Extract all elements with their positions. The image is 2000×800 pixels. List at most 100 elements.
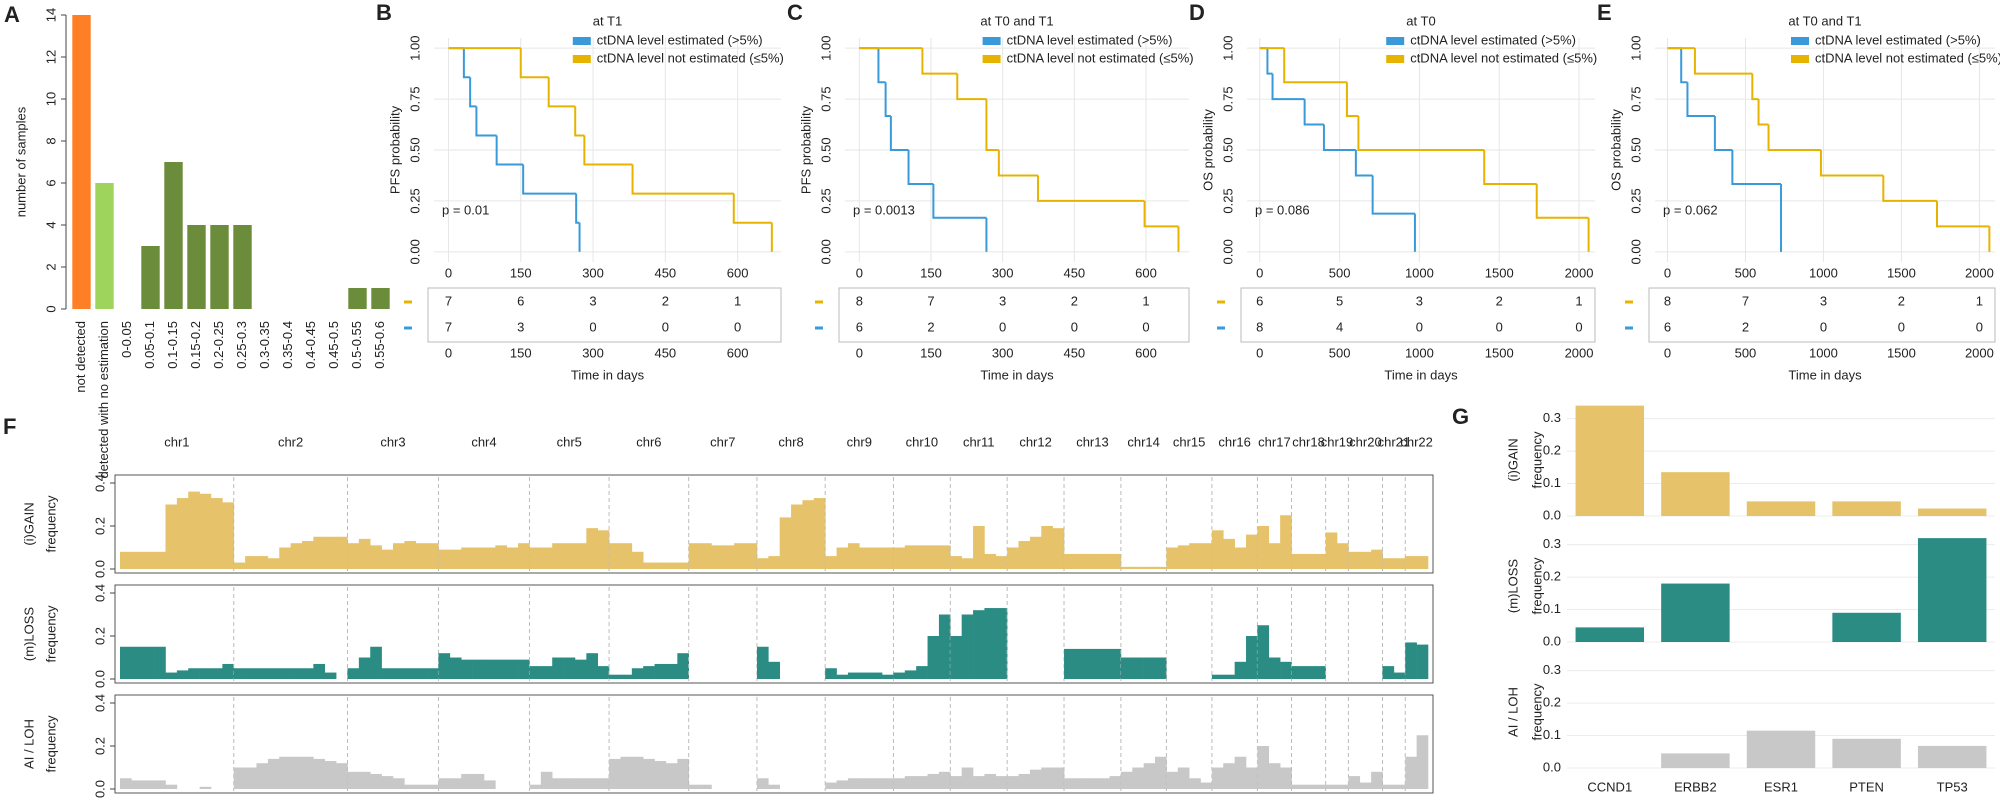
legend-label: ctDNA level estimated (>5%) xyxy=(1007,32,1173,47)
legend-label: ctDNA level not estimated (≤5%) xyxy=(1007,50,1194,65)
frequency-bar xyxy=(1348,776,1361,789)
frequency-bar xyxy=(210,498,223,569)
x-tick-label: 450 xyxy=(1063,265,1085,280)
x-tick-label: 500 xyxy=(1735,265,1757,280)
legend-swatch xyxy=(1386,55,1405,63)
survival-step xyxy=(732,193,772,224)
survival-step xyxy=(583,135,633,166)
risk-x-tick-label: 300 xyxy=(582,345,604,360)
risk-number: 2 xyxy=(1742,319,1749,334)
x-tick-label: ERBB2 xyxy=(1674,779,1717,794)
frequency-bar xyxy=(1302,553,1315,569)
risk-x-tick-label: 1000 xyxy=(1405,345,1434,360)
frequency-bar xyxy=(836,547,849,569)
p-value: p = 0.0013 xyxy=(853,203,915,218)
y-tick-label: 1.00 xyxy=(1220,36,1235,61)
bar xyxy=(210,225,229,309)
frequency-bar xyxy=(483,780,496,789)
y-tick-label: 0.25 xyxy=(818,188,833,213)
frequency-bar xyxy=(392,778,405,789)
frequency-bar xyxy=(495,545,508,569)
frequency-bar xyxy=(1086,648,1099,679)
frequency-bar xyxy=(188,668,200,679)
frequency-bar xyxy=(847,672,860,679)
frequency-bar xyxy=(1143,763,1156,789)
risk-number: 0 xyxy=(589,319,596,334)
y-tick-label: 0.25 xyxy=(407,188,422,213)
frequency-bar xyxy=(1052,528,1065,569)
survival-step xyxy=(522,164,577,195)
frequency-bar xyxy=(245,556,257,569)
chromosome-label: chr15 xyxy=(1173,434,1206,449)
frequency-bar xyxy=(472,547,485,569)
panel-letter: B xyxy=(376,0,392,25)
y-tick-label: 0.75 xyxy=(1628,86,1643,111)
frequency-bar xyxy=(609,674,621,679)
y-axis-label: frequency xyxy=(1529,557,1544,615)
bar xyxy=(1917,745,1987,768)
p-value: p = 0.086 xyxy=(1255,203,1310,218)
panel-title: at T1 xyxy=(593,13,622,28)
survival-step xyxy=(1686,82,1715,117)
risk-table-frame xyxy=(1648,287,1996,343)
frequency-bar xyxy=(415,784,428,789)
risk-x-tick-label: 300 xyxy=(992,345,1014,360)
frequency-bar xyxy=(1405,642,1417,679)
frequency-bar xyxy=(1302,784,1315,789)
survival-step xyxy=(1693,48,1753,75)
frequency-bar xyxy=(1371,771,1383,789)
chromosome-label: chr12 xyxy=(1019,434,1052,449)
frequency-bar xyxy=(847,543,860,569)
frequency-bar xyxy=(882,547,894,569)
frequency-bar xyxy=(688,784,701,789)
y-tick-label: 0.75 xyxy=(1220,86,1235,111)
frequency-bar xyxy=(995,776,1008,789)
frequency-bar xyxy=(1155,566,1167,569)
frequency-bar xyxy=(1064,778,1076,789)
frequency-bar xyxy=(882,778,894,789)
risk-number: 7 xyxy=(445,293,452,308)
frequency-bar xyxy=(1007,547,1019,569)
y-axis-label: frequency xyxy=(43,495,58,553)
y-tick-label: 0.3 xyxy=(1543,410,1561,425)
x-tick-label: 0.15-0.2 xyxy=(188,321,203,369)
risk-x-tick-label: 450 xyxy=(1063,345,1085,360)
panel-letter: C xyxy=(787,0,803,25)
y-tick-label: 0.2 xyxy=(1543,569,1561,584)
survival-step xyxy=(921,48,958,75)
frequency-bar xyxy=(893,672,906,679)
frequency-bar xyxy=(1098,553,1110,569)
chromosome-label: chr13 xyxy=(1076,434,1109,449)
frequency-bar xyxy=(1143,566,1156,569)
frequency-bar xyxy=(233,668,246,679)
frequency-bar xyxy=(973,526,985,569)
frequency-bar xyxy=(950,556,962,569)
frequency-bar xyxy=(756,558,769,569)
frequency-bar xyxy=(324,761,337,789)
chromosome-label: chr2 xyxy=(278,434,303,449)
risk-x-tick-label: 0 xyxy=(1664,345,1671,360)
bar xyxy=(1746,730,1816,768)
risk-number: 2 xyxy=(662,293,669,308)
frequency-bar xyxy=(529,666,542,679)
x-axis-label: Time in days xyxy=(980,367,1054,382)
frequency-bar xyxy=(620,543,633,569)
frequency-bar xyxy=(483,659,496,679)
x-tick-label: 0.4-0.45 xyxy=(303,321,318,369)
survival-step xyxy=(1283,48,1347,84)
frequency-bar xyxy=(438,549,451,569)
chromosome-label: chr7 xyxy=(710,434,735,449)
frequency-bar xyxy=(711,545,724,569)
frequency-bar xyxy=(688,543,701,569)
frequency-bar xyxy=(427,784,439,789)
y-tick-label: 0.4 xyxy=(92,474,107,492)
frequency-bar xyxy=(188,491,200,569)
frequency-bar xyxy=(233,767,246,789)
risk-number: 6 xyxy=(517,293,524,308)
survival-step xyxy=(1371,175,1415,215)
x-tick-label: 150 xyxy=(920,265,942,280)
frequency-bar xyxy=(176,498,189,569)
chromosome-label: chr3 xyxy=(380,434,405,449)
frequency-bar xyxy=(1120,566,1133,569)
frequency-bar xyxy=(279,756,291,789)
